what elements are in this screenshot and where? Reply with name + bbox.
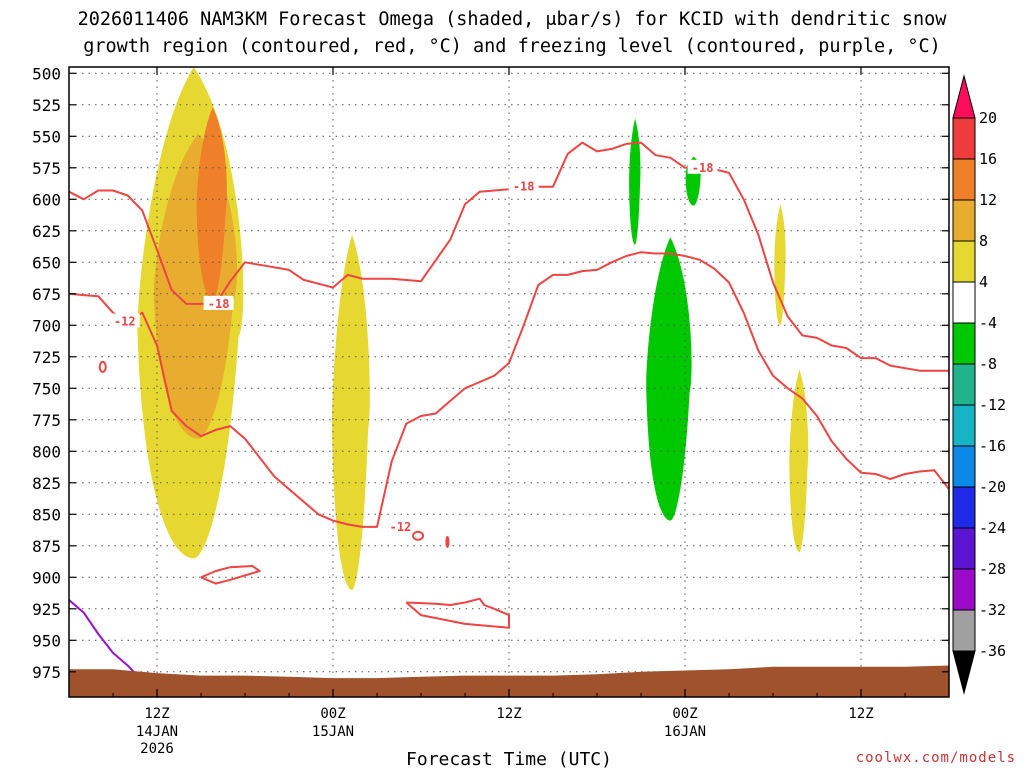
y-tick-label: 875 bbox=[32, 537, 61, 556]
omega-region-8 bbox=[774, 204, 786, 326]
y-tick-label: 600 bbox=[32, 190, 61, 209]
omega-shading-layer bbox=[137, 67, 809, 590]
contour-label: -18 bbox=[513, 180, 535, 194]
colorbar-segment bbox=[952, 527, 976, 570]
x-tick-label: 12Z bbox=[496, 706, 521, 722]
colorbar-bottom-arrow bbox=[952, 650, 976, 695]
colorbar-label: -20 bbox=[979, 478, 1006, 496]
chart-title-line-2: growth region (contoured, red, °C) and f… bbox=[83, 36, 941, 57]
chart-title-line-1: 2026011406 NAM3KM Forecast Omega (shaded… bbox=[78, 9, 948, 30]
colorbar-label: 4 bbox=[979, 273, 988, 291]
gridlines bbox=[69, 67, 949, 697]
colorbar-label: -12 bbox=[979, 396, 1006, 414]
x-tick-label: 12Z bbox=[848, 706, 873, 722]
x-tick-date: 16JAN bbox=[664, 724, 706, 740]
colorbar-label: -36 bbox=[979, 642, 1006, 660]
y-tick-label: 975 bbox=[32, 663, 61, 682]
colorbar: 20 16 12 8 4 -4 -8 -12 -16 -20 -24 -28 -32 -36 bbox=[952, 74, 1006, 695]
colorbar-segment bbox=[952, 240, 976, 283]
y-tick-label: 575 bbox=[32, 159, 61, 178]
colorbar-segment bbox=[952, 445, 976, 488]
contour-low-loop-1 bbox=[200, 565, 261, 585]
y-tick-label: 650 bbox=[32, 253, 61, 272]
contour-label-bg bbox=[203, 295, 234, 310]
contour-small-loop bbox=[412, 530, 425, 541]
omega-region-5 bbox=[646, 237, 692, 521]
terrain-fill bbox=[69, 665, 949, 697]
y-tick-label: 500 bbox=[32, 64, 61, 83]
x-tick-label: 00Z bbox=[320, 706, 345, 722]
colorbar-segment bbox=[952, 199, 976, 242]
contour-layer: -18 -18 -18 -12 -12 bbox=[69, 141, 949, 674]
y-tick-label: 825 bbox=[32, 474, 61, 493]
y-tick-label: 800 bbox=[32, 442, 61, 461]
omega-region-3 bbox=[196, 107, 227, 301]
y-tick-label: 675 bbox=[32, 285, 61, 304]
y-tick-label: 850 bbox=[32, 505, 61, 524]
plot-area: -18 -18 -18 -12 -12 bbox=[68, 66, 950, 698]
colorbar-segment bbox=[952, 404, 976, 447]
colorbar-label: -32 bbox=[979, 601, 1006, 619]
contour-label-bg bbox=[687, 159, 718, 174]
y-tick-label: 625 bbox=[32, 222, 61, 241]
omega-region-6 bbox=[629, 118, 641, 245]
contour-freezing-level bbox=[69, 599, 136, 674]
contour-label: -18 bbox=[208, 297, 230, 311]
contour-label: -12 bbox=[390, 520, 412, 534]
colorbar-label: -16 bbox=[979, 437, 1006, 455]
colorbar-label: 16 bbox=[979, 150, 997, 168]
colorbar-segment bbox=[952, 486, 976, 529]
omega-region-4 bbox=[331, 234, 370, 590]
colorbar-segment bbox=[952, 609, 976, 652]
colorbar-label: 12 bbox=[979, 191, 997, 209]
x-tick-date: 14JAN bbox=[136, 724, 178, 740]
y-tick-label: 725 bbox=[32, 348, 61, 367]
y-tick-label: 700 bbox=[32, 316, 61, 335]
colorbar-segment bbox=[952, 322, 976, 365]
colorbar-segment bbox=[952, 281, 976, 324]
y-tick-label: 750 bbox=[32, 379, 61, 398]
x-axis-label: Forecast Time (UTC) bbox=[406, 749, 612, 768]
colorbar-label: 8 bbox=[979, 232, 988, 250]
contour-label-bg bbox=[385, 518, 416, 533]
colorbar-segment bbox=[952, 568, 976, 611]
colorbar-label: -28 bbox=[979, 560, 1006, 578]
colorbar-label: 20 bbox=[979, 109, 997, 127]
y-tick-label: 925 bbox=[32, 600, 61, 619]
contour-small-loop bbox=[445, 536, 450, 549]
y-tick-label: 950 bbox=[32, 631, 61, 650]
contour-label-bg bbox=[508, 178, 539, 193]
colorbar-label: -4 bbox=[979, 314, 997, 332]
x-tick-date: 15JAN bbox=[312, 724, 354, 740]
terrain-layer bbox=[69, 665, 949, 697]
x-tick-label: 12Z bbox=[144, 706, 169, 722]
y-tick-label: 900 bbox=[32, 568, 61, 587]
y-tick-label: 550 bbox=[32, 127, 61, 146]
colorbar-segment bbox=[952, 158, 976, 201]
colorbar-label: -8 bbox=[979, 355, 997, 373]
colorbar-top-arrow bbox=[952, 74, 976, 119]
colorbar-segment bbox=[952, 117, 976, 160]
contour-label: -18 bbox=[692, 161, 714, 175]
omega-region-9 bbox=[789, 369, 809, 553]
contour-label: -12 bbox=[114, 315, 136, 329]
x-tick-label: 00Z bbox=[672, 706, 697, 722]
x-tick-year: 2026 bbox=[140, 741, 174, 757]
contour-dendritic-minus-12 bbox=[69, 251, 949, 528]
credit-text: coolwx.com/models bbox=[856, 750, 1016, 766]
y-axis: 500 525 550 575 600 625 650 675 700 725 750 775 800 8… bbox=[32, 64, 949, 682]
contour-low-loop-2 bbox=[405, 597, 510, 629]
y-tick-label: 525 bbox=[32, 96, 61, 115]
colorbar-label: -24 bbox=[979, 519, 1006, 537]
contour-small-loop bbox=[98, 360, 107, 373]
contour-label-bg bbox=[109, 313, 140, 328]
colorbar-segment bbox=[952, 363, 976, 406]
y-tick-label: 775 bbox=[32, 411, 61, 430]
